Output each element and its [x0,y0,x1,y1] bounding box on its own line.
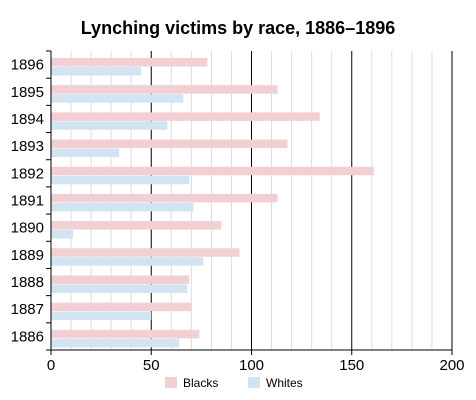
y-tick-label-1891: 1891 [11,193,44,210]
legend-label-whites: Whites [266,376,303,390]
bar-blacks-1888 [51,275,190,284]
bar-blacks-1895 [51,85,278,94]
bar-blacks-1892 [51,166,374,176]
legend-swatch-whites [248,377,260,388]
bar-blacks-1890 [51,221,222,230]
bar-blacks-1891 [51,193,278,203]
bar-layer [51,58,374,348]
bar-whites-1896 [51,67,142,76]
x-tick-label-200: 200 [439,357,464,374]
bar-blacks-1893 [51,139,288,149]
x-tick-label-150: 150 [339,357,364,374]
y-tick-label-1894: 1894 [11,111,44,128]
y-tick-label-1886: 1886 [11,328,44,345]
bar-whites-1892 [51,175,190,185]
y-tick-label-1895: 1895 [11,84,44,101]
y-tick-label-1888: 1888 [11,274,44,291]
bar-blacks-1889 [51,248,240,257]
bar-blacks-1896 [51,58,208,67]
x-tick-label-0: 0 [47,357,55,374]
bar-whites-1893 [51,148,120,158]
x-tick-label-100: 100 [239,357,264,374]
bar-whites-1888 [51,284,188,293]
bar-whites-1889 [51,257,204,266]
y-tick-label-1893: 1893 [11,138,44,155]
bar-whites-1886 [51,338,180,348]
axis-layer: 1896 1895 1894 1893 1892 1891 1890 1889 1888 1887… [11,50,465,374]
y-tick-label-1892: 1892 [11,165,44,182]
bar-whites-1887 [51,311,152,321]
bar-blacks-1887 [51,302,192,312]
y-tick-label-1889: 1889 [11,247,44,264]
y-tick-label-1890: 1890 [11,220,44,237]
x-tick-label-50: 50 [143,357,160,374]
chart-title: Lynching victims by race, 1886–1896 [81,18,396,38]
bar-whites-1890 [51,230,74,239]
legend: Blacks Whites [165,376,303,390]
legend-label-blacks: Blacks [183,376,218,390]
bar-blacks-1894 [51,112,320,121]
bar-whites-1891 [51,202,194,212]
y-tick-label-1887: 1887 [11,301,44,318]
legend-swatch-blacks [165,377,177,388]
bar-whites-1895 [51,94,184,103]
bar-blacks-1886 [51,329,200,339]
y-tick-label-1896: 1896 [11,57,44,74]
bar-whites-1894 [51,121,168,130]
